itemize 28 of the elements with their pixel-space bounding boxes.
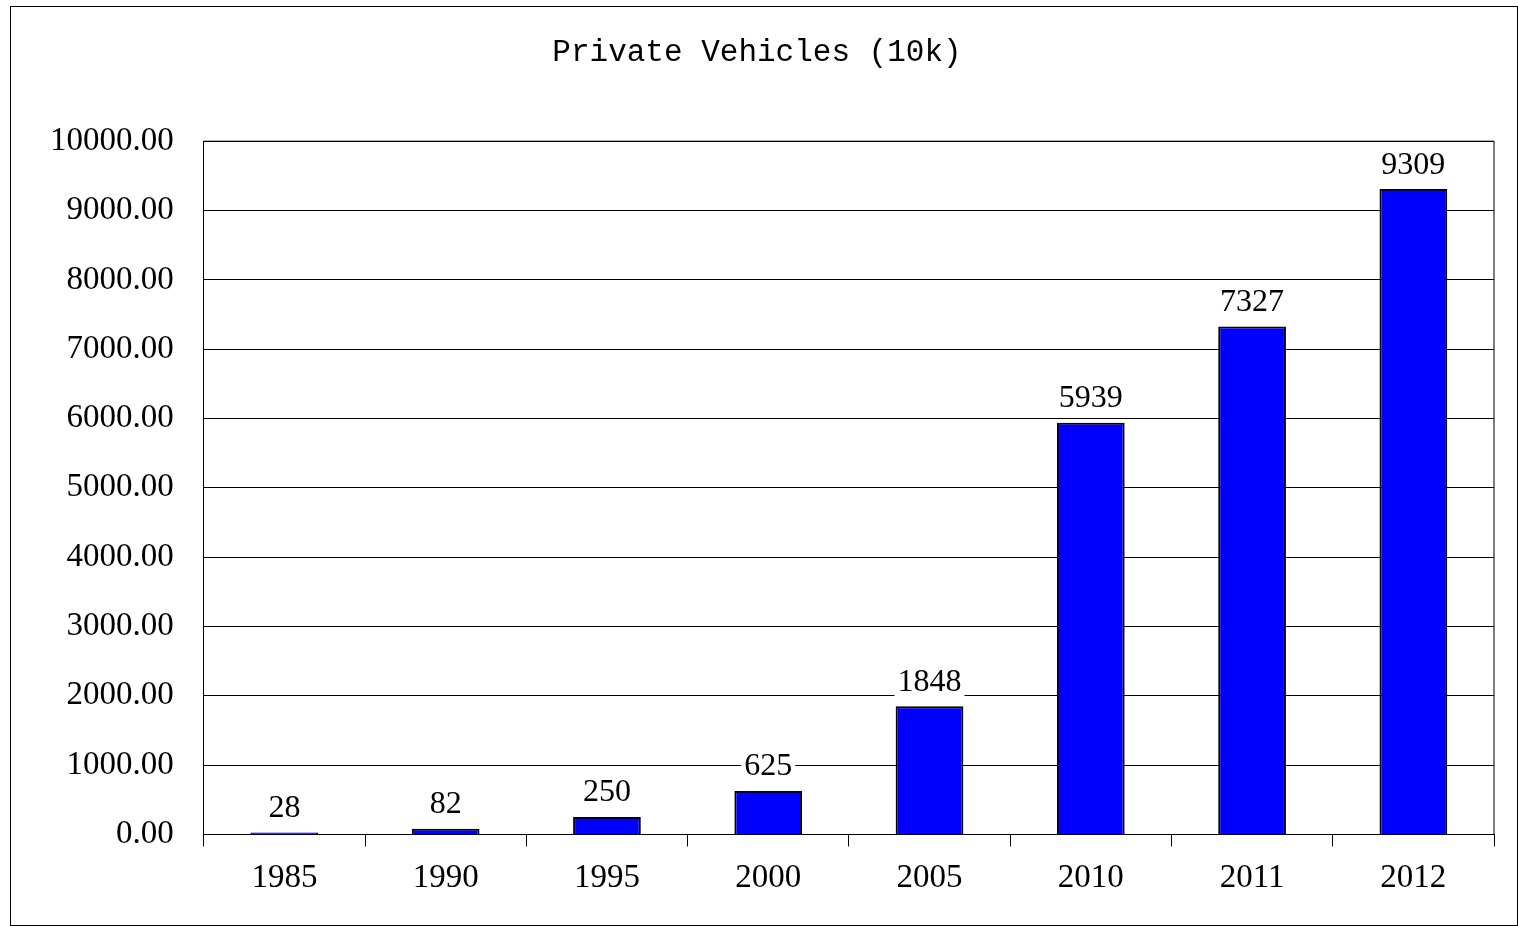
x-tick-label: 1985 bbox=[251, 857, 318, 894]
x-tick-label: 2012 bbox=[1380, 857, 1447, 894]
data-label: 7327 bbox=[1220, 281, 1285, 318]
y-tick-label: 10000.00 bbox=[50, 120, 174, 157]
y-tick-label: 1000.00 bbox=[66, 744, 174, 781]
y-tick-label: 5000.00 bbox=[66, 467, 174, 504]
x-tick-label: 2011 bbox=[1219, 857, 1285, 894]
x-tick-label: 1995 bbox=[573, 857, 640, 894]
x-tick-label: 2005 bbox=[896, 857, 963, 894]
data-label: 625 bbox=[744, 746, 793, 783]
data-label: 28 bbox=[268, 787, 301, 824]
data-label: 1848 bbox=[897, 661, 962, 698]
data-label: 5939 bbox=[1058, 378, 1123, 415]
chart-title: Private Vehicles (10k) bbox=[552, 34, 962, 70]
y-tick-label: 0.00 bbox=[116, 814, 174, 851]
x-tick-label: 2000 bbox=[735, 857, 802, 894]
y-tick-label: 8000.00 bbox=[66, 259, 174, 296]
y-tick-label: 2000.00 bbox=[66, 675, 174, 712]
y-tick-label: 7000.00 bbox=[66, 328, 174, 365]
x-tick-label: 2010 bbox=[1057, 857, 1124, 894]
y-tick-label: 6000.00 bbox=[66, 398, 174, 435]
data-label: 9309 bbox=[1381, 144, 1446, 181]
data-label: 250 bbox=[582, 772, 631, 809]
y-tick-label: 4000.00 bbox=[66, 536, 174, 573]
y-tick-label: 3000.00 bbox=[66, 606, 174, 643]
y-tick-label: 9000.00 bbox=[66, 190, 174, 227]
data-label: 82 bbox=[429, 784, 462, 821]
x-tick-label: 1990 bbox=[412, 857, 479, 894]
